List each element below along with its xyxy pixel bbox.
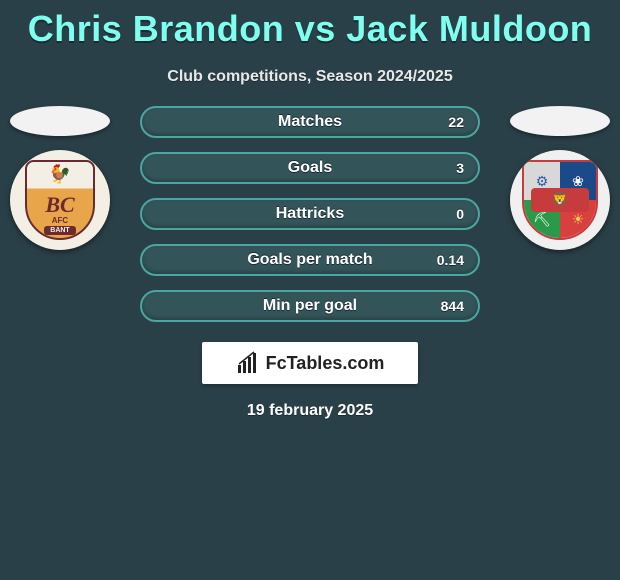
footer-logo: FcTables.com: [202, 342, 418, 384]
stat-value-right: 0: [456, 206, 464, 222]
rooster-icon: 🐓: [49, 164, 71, 185]
player-right-club-badge: ⚙ ❀ ⛏ ☀ 🦁: [510, 150, 610, 250]
stat-label: Matches: [278, 113, 342, 131]
player-left-column: 🐓 BC AFC BANT: [10, 106, 110, 250]
player-right-column: ⚙ ❀ ⛏ ☀ 🦁: [510, 106, 610, 250]
stat-value-right: 844: [441, 298, 464, 314]
stat-value-right: 3: [456, 160, 464, 176]
stat-row: Goals per match 0.14: [140, 244, 480, 276]
player-right-name-plate: [510, 106, 610, 136]
bars-icon: [236, 351, 260, 375]
stat-value-right: 0.14: [437, 252, 464, 268]
page-title: Chris Brandon vs Jack Muldoon: [0, 0, 620, 50]
subtitle: Club competitions, Season 2024/2025: [0, 68, 620, 86]
stat-label: Min per goal: [263, 297, 357, 315]
badge-sub: AFC: [52, 216, 68, 225]
stats-list: Matches 22 Goals 3 Hattricks 0 Goals per match…: [140, 106, 480, 322]
stat-label: Goals: [288, 159, 332, 177]
stat-row: Hattricks 0: [140, 198, 480, 230]
stat-row: Matches 22: [140, 106, 480, 138]
stat-row: Goals 3: [140, 152, 480, 184]
stat-value-right: 22: [448, 114, 464, 130]
player-left-name-plate: [10, 106, 110, 136]
stat-label: Hattricks: [276, 205, 344, 223]
shield-lion-icon: 🦁: [531, 188, 589, 212]
stat-row: Min per goal 844: [140, 290, 480, 322]
badge-banner: BANT: [44, 226, 75, 235]
comparison-panel: 🐓 BC AFC BANT ⚙ ❀ ⛏ ☀ 🦁 Matches 22 Goals 3 H…: [0, 106, 620, 322]
player-left-club-badge: 🐓 BC AFC BANT: [10, 150, 110, 250]
stat-label: Goals per match: [247, 251, 372, 269]
footer-logo-text: FcTables.com: [266, 353, 385, 374]
footer-date: 19 february 2025: [0, 402, 620, 420]
badge-initials: BC: [45, 192, 74, 218]
